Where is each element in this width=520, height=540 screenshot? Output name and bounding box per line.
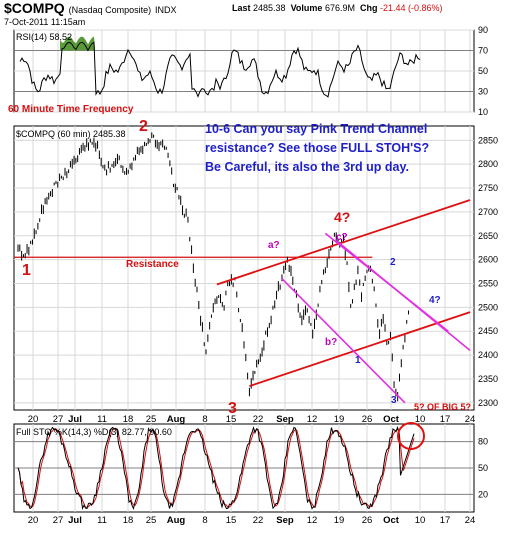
sto-x-tick-label: 25 <box>146 515 157 526</box>
rsi-tick-label: 10 <box>478 107 488 117</box>
small-wave-2-label: 2 <box>390 257 396 268</box>
ticker-title: $COMPQ (Nasdaq Composite) INDX <box>4 0 177 16</box>
price-x-tick-label: Aug <box>167 414 186 425</box>
last-label: Last <box>232 3 251 13</box>
resistance-label: Resistance <box>126 259 179 270</box>
price-x-tick-label: Sep <box>276 414 294 425</box>
price-x-tick-label: 10 <box>415 414 426 425</box>
chg-label: Chg <box>360 3 378 13</box>
price-x-tick-label: 11 <box>97 414 107 425</box>
wave-1-label: 1 <box>22 262 31 279</box>
price-tick-label: 2800 <box>478 159 498 169</box>
rsi-tick-label: 70 <box>478 46 488 56</box>
highlight-circle <box>397 422 425 450</box>
price-tick-label: 2750 <box>478 183 498 193</box>
price-x-tick-label: 15 <box>226 414 237 425</box>
sto-tick-label: 20 <box>478 489 488 499</box>
price-tick-label: 2550 <box>478 279 498 289</box>
price-tick-label: 2450 <box>478 326 498 336</box>
rsi-line <box>19 41 421 98</box>
sto-x-tick-label: 24 <box>465 515 476 526</box>
symbol: $COMPQ <box>4 0 65 16</box>
sto-x-tick-label: 10 <box>415 515 426 526</box>
rsi-tick-label: 30 <box>478 87 488 97</box>
small-wave-4-label: 4? <box>429 295 441 306</box>
sto-x-tick-label: 26 <box>362 515 373 526</box>
price-x-tick-label: 24 <box>465 414 476 425</box>
wave-4-label: 4? <box>334 209 351 225</box>
chg-value: -21.44 (-0.86%) <box>380 3 443 13</box>
wave-a-label: a? <box>268 240 280 251</box>
time-frequency-label: 60 Minute Time Frequency <box>8 104 134 115</box>
sto-tick-label: 80 <box>478 437 488 447</box>
pink-channel-third-line <box>324 232 449 332</box>
quote-summary: Last 2485.38 Volume 676.9M Chg -21.44 (-… <box>232 3 443 13</box>
price-x-tick-label: 22 <box>253 414 264 425</box>
price-x-tick-label: 8 <box>202 414 207 425</box>
price-tick-label: 2650 <box>478 231 498 241</box>
price-x-tick-label: 26 <box>362 414 373 425</box>
price-x-tick-label: 12 <box>307 414 318 425</box>
sto-x-tick-label: Aug <box>167 515 186 526</box>
price-tick-label: 2350 <box>478 374 498 384</box>
price-x-tick-label: 20 <box>28 414 39 425</box>
price-panel-frame <box>13 125 475 411</box>
price-title: $COMPQ (60 min) 2485.38 <box>16 129 126 139</box>
small-wave-3-label: 3 <box>391 395 397 406</box>
price-x-tick-label: 27 <box>53 414 64 425</box>
analyst-comment: 10-6 Can you say Pink Trend Channel resi… <box>205 122 430 174</box>
rsi-tick-label: 50 <box>478 66 488 76</box>
wave-c-label: c? <box>336 232 348 243</box>
sto-x-tick-label: 22 <box>253 515 264 526</box>
price-tick-label: 2300 <box>478 398 498 408</box>
price-x-tick-label: Oct <box>383 414 400 425</box>
rsi-title: RSI(14) 58.52 <box>16 32 73 42</box>
last-value: 2485.38 <box>253 3 286 13</box>
sto-k-line <box>17 425 415 511</box>
sto-x-tick-label: 18 <box>123 515 134 526</box>
price-x-tick-label: 25 <box>146 414 157 425</box>
sto-title: Full STO %K(14,3) %D(3) 82.77, 90.60 <box>16 427 172 437</box>
red-channel-upper-line <box>216 199 471 286</box>
price-tick-label: 2700 <box>478 207 498 217</box>
price-tick-label: 2600 <box>478 255 498 265</box>
five-of-big-five-label: 5? OF BIG 5? <box>414 402 472 412</box>
wave-b-label: b? <box>325 337 338 348</box>
price-tick-label: 2850 <box>478 135 498 145</box>
price-x-tick-label: 17 <box>440 414 451 425</box>
sto-x-tick-label: 20 <box>28 515 39 526</box>
price-tick-label: 2400 <box>478 350 498 360</box>
sto-d-line <box>17 427 415 509</box>
sto-x-tick-label: 19 <box>334 515 345 526</box>
sto-x-tick-label: Sep <box>276 515 294 526</box>
sto-x-tick-label: 11 <box>97 515 107 526</box>
price-x-tick-label: 18 <box>123 414 134 425</box>
sto-x-tick-label: 12 <box>307 515 318 526</box>
sto-x-tick-label: 27 <box>53 515 64 526</box>
index-name: (Nasdaq Composite) <box>68 5 152 15</box>
volume-value: 676.9M <box>324 3 355 13</box>
wave-3-label: 3 <box>228 400 237 417</box>
sto-x-tick-label: Oct <box>383 515 400 526</box>
volume-label: Volume <box>290 3 323 13</box>
sto-x-tick-label: 8 <box>202 515 207 526</box>
sto-x-tick-label: 15 <box>226 515 237 526</box>
exchange: INDX <box>155 5 177 15</box>
price-x-tick-label: 19 <box>334 414 345 425</box>
small-wave-1-label: 1 <box>355 355 361 366</box>
rsi-tick-label: 90 <box>478 25 488 35</box>
pink-channel-lower-line <box>281 278 406 404</box>
chart-date: 7-Oct-2011 11:15am <box>4 17 86 27</box>
price-bars <box>17 132 410 402</box>
sto-tick-label: 50 <box>478 463 488 473</box>
sto-x-tick-label: 17 <box>440 515 451 526</box>
price-x-tick-label: Jul <box>68 414 82 425</box>
wave-2-label: 2 <box>139 118 148 135</box>
price-tick-label: 2500 <box>478 302 498 312</box>
sto-x-tick-label: Jul <box>68 515 82 526</box>
red-channel-lower-line <box>249 311 471 387</box>
